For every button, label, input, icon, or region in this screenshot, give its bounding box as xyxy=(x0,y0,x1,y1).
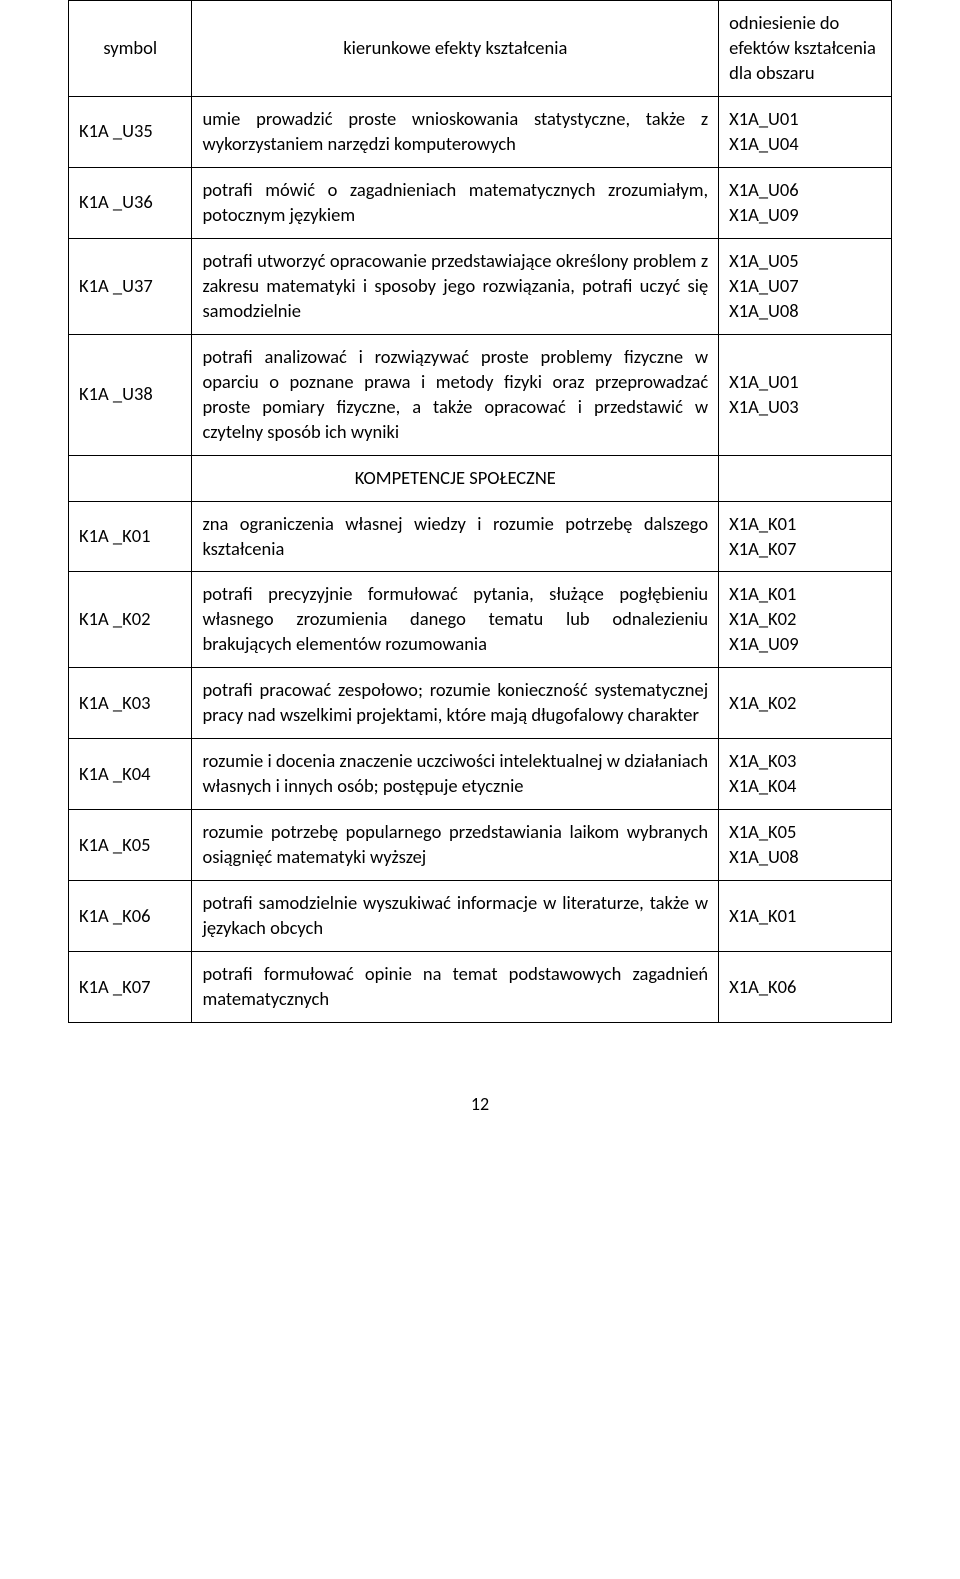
reference-code: X1A_U04 xyxy=(729,132,881,157)
row-references: X1A_K05X1A_U08 xyxy=(719,810,892,881)
reference-code: X1A_U08 xyxy=(729,299,881,324)
row-description: potrafi utworzyć opracowanie przedstawia… xyxy=(192,238,719,334)
row-symbol: K1A _K02 xyxy=(69,572,192,668)
row-references: X1A_K03X1A_K04 xyxy=(719,739,892,810)
reference-code: X1A_U09 xyxy=(729,203,881,228)
table-row: K1A _U36potrafi mówić o zagadnieniach ma… xyxy=(69,167,892,238)
row-description: potrafi pracować zespołowo; rozumie koni… xyxy=(192,668,719,739)
row-description: rozumie i docenia znaczenie uczciwości i… xyxy=(192,739,719,810)
row-references: X1A_K01X1A_K02X1A_U09 xyxy=(719,572,892,668)
reference-code: X1A_U01 xyxy=(729,107,881,132)
table-row: K1A _U38potrafi analizować i rozwiązywać… xyxy=(69,334,892,455)
row-references: X1A_U01X1A_U03 xyxy=(719,334,892,455)
section-header-row: KOMPETENCJE SPOŁECZNE xyxy=(69,455,892,501)
row-symbol: K1A _U37 xyxy=(69,238,192,334)
row-description: potrafi samodzielnie wyszukiwać informac… xyxy=(192,881,719,952)
row-symbol: K1A _K05 xyxy=(69,810,192,881)
reference-code: X1A_U01 xyxy=(729,370,881,395)
table-row: K1A _K07potrafi formułować opinie na tem… xyxy=(69,952,892,1023)
row-description: potrafi mówić o zagadnieniach matematycz… xyxy=(192,167,719,238)
row-references: X1A_U05X1A_U07X1A_U08 xyxy=(719,238,892,334)
header-symbol: symbol xyxy=(69,1,192,97)
header-desc: kierunkowe efekty kształcenia xyxy=(192,1,719,97)
table-header-row: symbol kierunkowe efekty kształcenia odn… xyxy=(69,1,892,97)
row-symbol: K1A _K06 xyxy=(69,881,192,952)
row-references: X1A_U01X1A_U04 xyxy=(719,96,892,167)
table-row: K1A _K06potrafi samodzielnie wyszukiwać … xyxy=(69,881,892,952)
row-description: rozumie potrzebę popularnego przedstawia… xyxy=(192,810,719,881)
reference-code: X1A_K01 xyxy=(729,904,881,929)
row-symbol: K1A _K03 xyxy=(69,668,192,739)
row-symbol: K1A _U35 xyxy=(69,96,192,167)
table-row: K1A _K02potrafi precyzyjnie formułować p… xyxy=(69,572,892,668)
reference-code: X1A_K01 xyxy=(729,582,881,607)
row-description: potrafi analizować i rozwiązywać proste … xyxy=(192,334,719,455)
row-references: X1A_K02 xyxy=(719,668,892,739)
reference-code: X1A_K01 xyxy=(729,512,881,537)
row-description: umie prowadzić proste wnioskowania staty… xyxy=(192,96,719,167)
reference-code: X1A_U05 xyxy=(729,249,881,274)
table-row: K1A _K05rozumie potrzebę popularnego prz… xyxy=(69,810,892,881)
row-symbol: K1A _U36 xyxy=(69,167,192,238)
reference-code: X1A_K07 xyxy=(729,537,881,562)
row-symbol: K1A _U38 xyxy=(69,334,192,455)
section-symbol-empty xyxy=(69,455,192,501)
row-references: X1A_K06 xyxy=(719,952,892,1023)
reference-code: X1A_U09 xyxy=(729,632,881,657)
reference-code: X1A_K06 xyxy=(729,975,881,1000)
row-symbol: K1A _K04 xyxy=(69,739,192,810)
reference-code: X1A_K04 xyxy=(729,774,881,799)
reference-code: X1A_U06 xyxy=(729,178,881,203)
row-references: X1A_U06X1A_U09 xyxy=(719,167,892,238)
row-symbol: K1A _K01 xyxy=(69,501,192,572)
row-symbol: K1A _K07 xyxy=(69,952,192,1023)
reference-code: X1A_U03 xyxy=(729,395,881,420)
reference-code: X1A_U07 xyxy=(729,274,881,299)
reference-code: X1A_K02 xyxy=(729,691,881,716)
table-row: K1A _K04rozumie i docenia znaczenie uczc… xyxy=(69,739,892,810)
reference-code: X1A_K02 xyxy=(729,607,881,632)
header-ref: odniesienie do efektów kształcenia dla o… xyxy=(719,1,892,97)
table-row: K1A _K01zna ograniczenia własnej wiedzy … xyxy=(69,501,892,572)
learning-outcomes-table: symbol kierunkowe efekty kształcenia odn… xyxy=(68,0,892,1023)
table-row: K1A _K03potrafi pracować zespołowo; rozu… xyxy=(69,668,892,739)
row-references: X1A_K01X1A_K07 xyxy=(719,501,892,572)
section-title: KOMPETENCJE SPOŁECZNE xyxy=(192,455,719,501)
page-number: 12 xyxy=(68,1093,892,1115)
row-description: zna ograniczenia własnej wiedzy i rozumi… xyxy=(192,501,719,572)
section-ref-empty xyxy=(719,455,892,501)
table-row: K1A _U37potrafi utworzyć opracowanie prz… xyxy=(69,238,892,334)
document-page: symbol kierunkowe efekty kształcenia odn… xyxy=(0,0,960,1155)
row-description: potrafi precyzyjnie formułować pytania, … xyxy=(192,572,719,668)
row-description: potrafi formułować opinie na temat podst… xyxy=(192,952,719,1023)
reference-code: X1A_K03 xyxy=(729,749,881,774)
table-row: K1A _U35umie prowadzić proste wnioskowan… xyxy=(69,96,892,167)
reference-code: X1A_U08 xyxy=(729,845,881,870)
row-references: X1A_K01 xyxy=(719,881,892,952)
reference-code: X1A_K05 xyxy=(729,820,881,845)
